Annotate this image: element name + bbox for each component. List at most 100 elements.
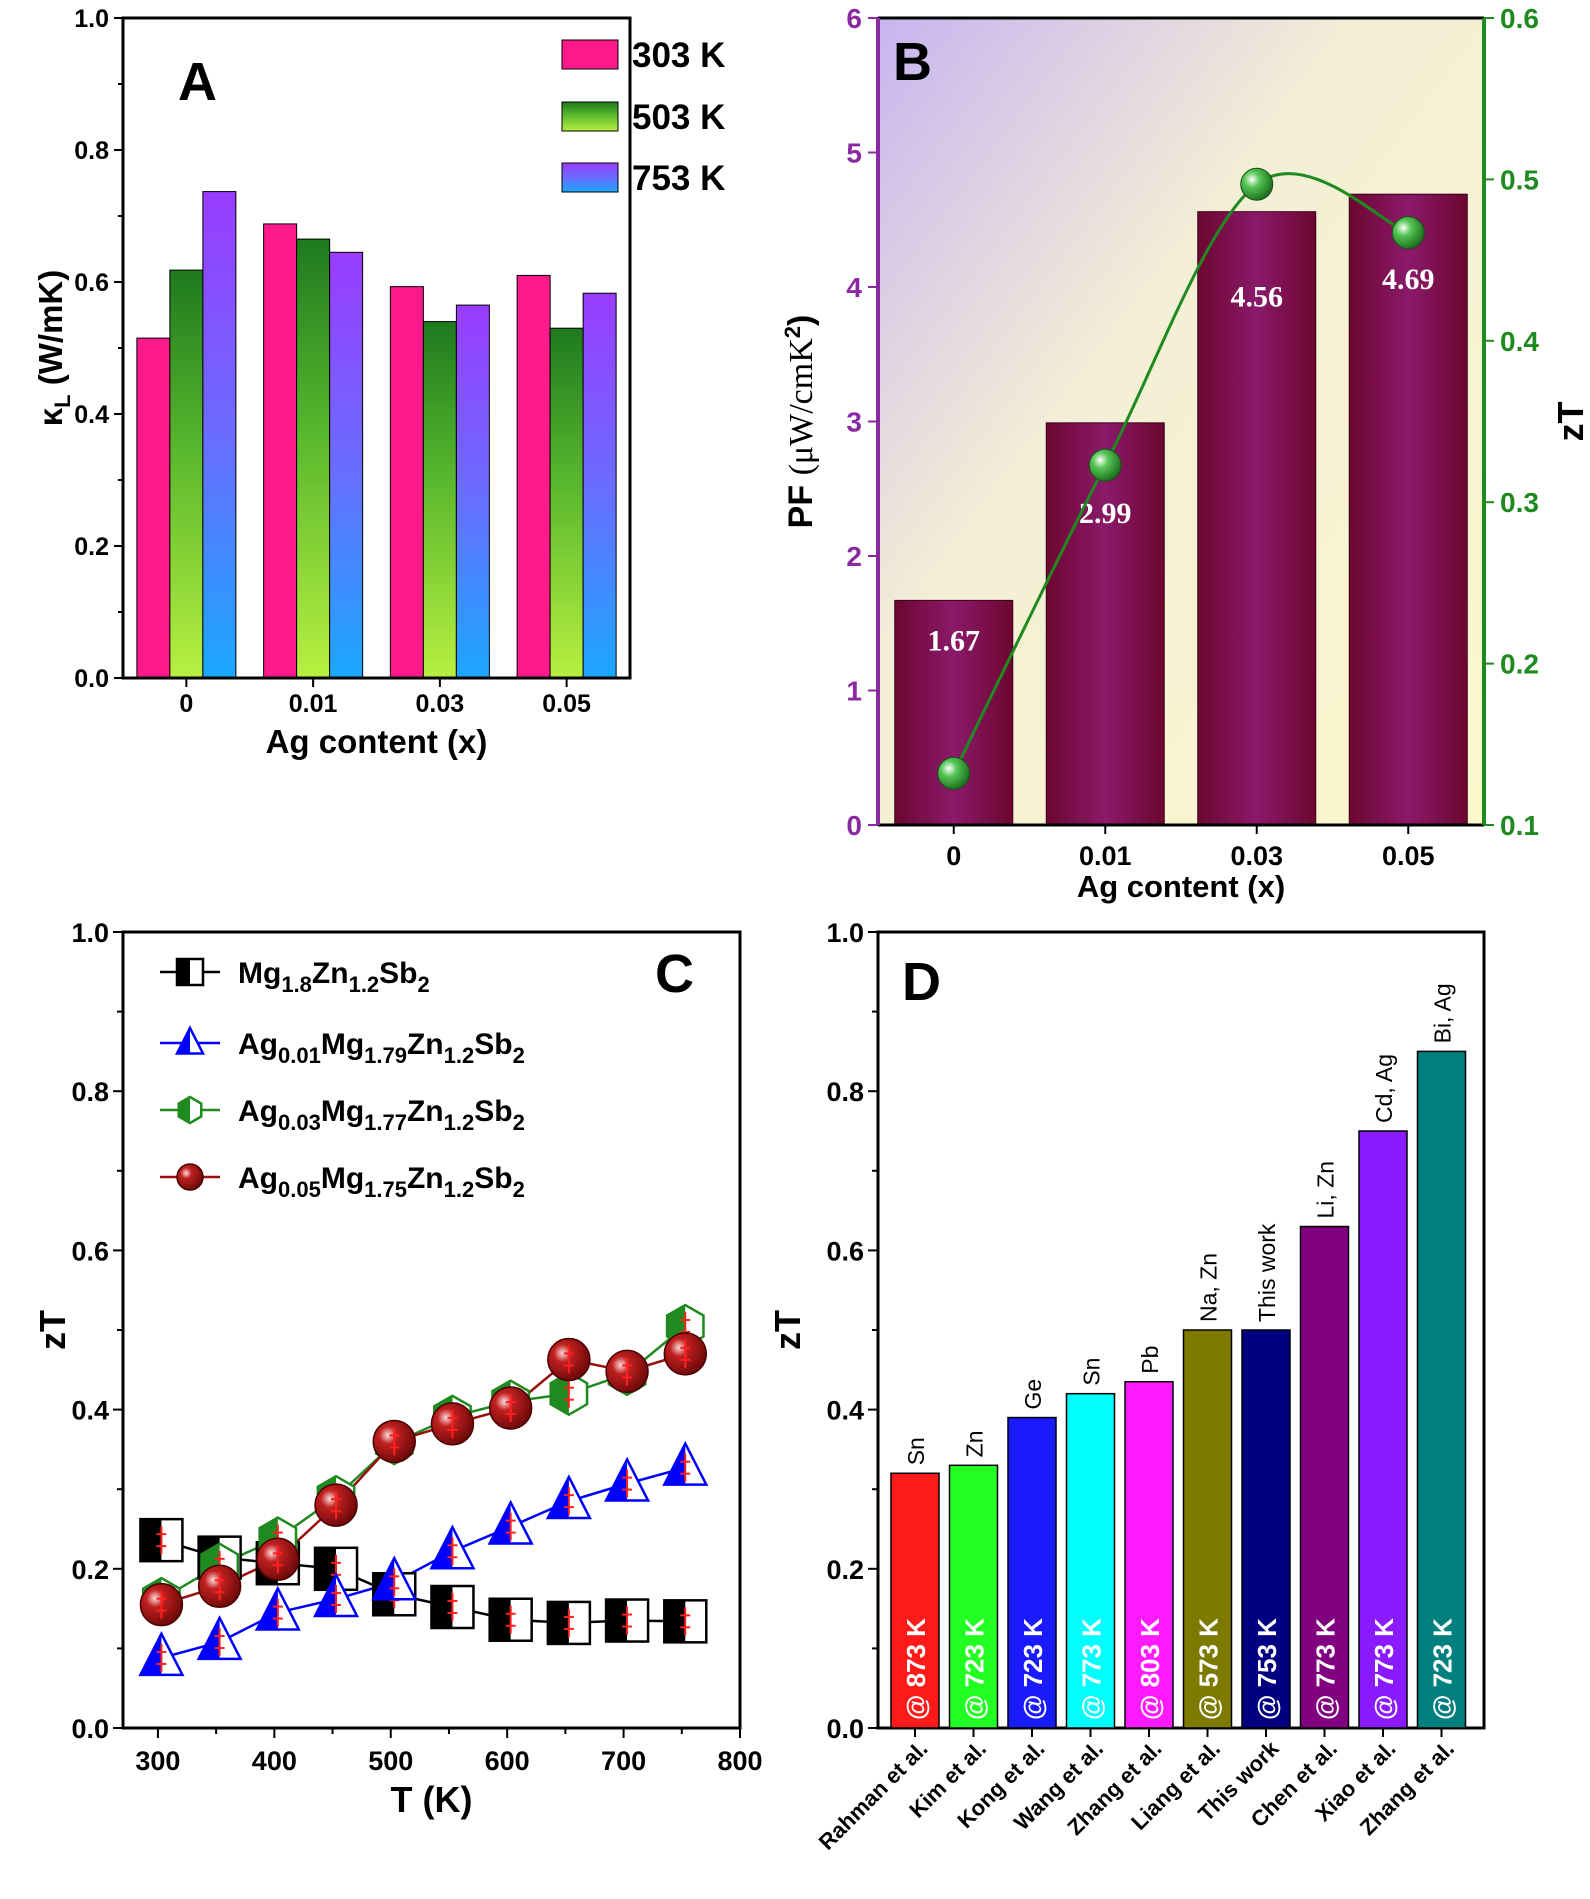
series-point-1-fill bbox=[373, 1558, 395, 1600]
bar-503K-0.03 bbox=[422, 321, 457, 679]
y-tick-label: 0.2 bbox=[74, 533, 109, 561]
legend-label-part: 1.2 bbox=[444, 1110, 475, 1135]
y-left-label-sup: 2 bbox=[780, 326, 805, 338]
legend-label-part: Sb bbox=[474, 1028, 512, 1061]
x-tick-label: 0.05 bbox=[542, 690, 591, 718]
bar-2 bbox=[1007, 1416, 1057, 1729]
y-right-tick-label: 0.2 bbox=[1500, 649, 1539, 680]
series-line-0 bbox=[161, 1538, 686, 1625]
bar-temperature-label: @ 573 K bbox=[1194, 1618, 1224, 1720]
zt-line bbox=[952, 172, 1409, 775]
series-point-2-fill bbox=[550, 1372, 569, 1415]
bar-top-label: Pb bbox=[1137, 1346, 1163, 1374]
y-left-tick-label: 6 bbox=[846, 3, 862, 34]
y-tick-label: 0.4 bbox=[826, 1396, 864, 1426]
zt-point bbox=[1240, 167, 1274, 201]
series-point-0-fill bbox=[315, 1547, 337, 1590]
y-tick-label: 0.6 bbox=[826, 1236, 864, 1266]
bar-top-label: Sn bbox=[1079, 1358, 1105, 1386]
x-tick-label: 0.05 bbox=[1382, 841, 1435, 871]
series-point-0-fill bbox=[547, 1601, 569, 1644]
bar-9 bbox=[1416, 1050, 1467, 1729]
bar-top-label: This work bbox=[1254, 1223, 1280, 1322]
pf-value-label: 1.67 bbox=[928, 624, 981, 657]
x-tick-label: 400 bbox=[252, 1746, 297, 1776]
y-tick-label: 0.8 bbox=[826, 1077, 864, 1107]
bar-top-label: Cd, Ag bbox=[1371, 1054, 1397, 1123]
bar-4 bbox=[1124, 1380, 1174, 1729]
pf-value-label: 4.56 bbox=[1231, 281, 1284, 314]
y-tick-label: 0.0 bbox=[74, 665, 109, 693]
bar-1 bbox=[948, 1464, 999, 1729]
legend-label-part: Zn bbox=[407, 1162, 444, 1195]
bar-303K-0 bbox=[136, 337, 171, 679]
legend-label-part: 0.01 bbox=[278, 1043, 321, 1068]
x-axis-label: Ag content (x) bbox=[266, 723, 488, 760]
legend-label-part: Mg bbox=[321, 1162, 364, 1195]
legend-label-part: Zn bbox=[407, 1095, 444, 1128]
legend-label-part: 1.79 bbox=[364, 1043, 407, 1068]
bar-temperature-label: @ 773 K bbox=[1311, 1618, 1341, 1720]
series-point-1-fill bbox=[606, 1459, 628, 1501]
bar-8 bbox=[1358, 1130, 1408, 1729]
pf-bar-0.05 bbox=[1348, 193, 1468, 826]
pf-bar-0.01 bbox=[1045, 422, 1165, 826]
series-point-1-fill bbox=[256, 1588, 278, 1630]
y-axis-label-sub: L bbox=[50, 394, 75, 407]
y-tick-label: 0.2 bbox=[71, 1555, 109, 1585]
legend-label-part: 2 bbox=[513, 1177, 525, 1202]
legend-swatch-2 bbox=[561, 162, 619, 193]
bar-temperature-label: @ 803 K bbox=[1135, 1618, 1165, 1720]
legend-marker bbox=[176, 1163, 204, 1191]
bar-top-label: Ge bbox=[1020, 1379, 1046, 1410]
bar-753K-0.03 bbox=[455, 304, 490, 679]
series-point-1-fill bbox=[431, 1527, 453, 1569]
pf-value-label: 4.69 bbox=[1382, 263, 1435, 296]
legend-label-part: Ag bbox=[238, 1095, 278, 1128]
bar-top-label: Li, Zn bbox=[1313, 1161, 1339, 1219]
bar-753K-0.05 bbox=[582, 292, 617, 679]
series-point-0-fill bbox=[431, 1586, 453, 1629]
zt-point bbox=[1088, 448, 1122, 482]
y-left-label-close: ) bbox=[782, 315, 820, 326]
legend-label-part: Mg bbox=[321, 1095, 364, 1128]
bar-6 bbox=[1241, 1329, 1291, 1729]
y-tick-label: 1.0 bbox=[74, 5, 109, 33]
y-tick-label: 0.0 bbox=[71, 1714, 109, 1744]
series-point-0-fill bbox=[664, 1600, 686, 1643]
x-tick-label: 0.03 bbox=[1230, 841, 1283, 871]
y-tick-label: 1.0 bbox=[826, 918, 864, 948]
panel-label: C bbox=[655, 944, 694, 1004]
y-left-tick-label: 5 bbox=[846, 138, 862, 169]
pf-bar-0.03 bbox=[1197, 211, 1317, 826]
legend-label: Ag0.01Mg1.79Zn1.2Sb2 bbox=[238, 1028, 525, 1068]
x-tick-label: 600 bbox=[485, 1746, 530, 1776]
panel-c: 300 400 500 600 700 8000.00.20.40.60.81.0Mg1.… bbox=[32, 918, 763, 1820]
bar-temperature-label: @ 723 K bbox=[1428, 1618, 1458, 1720]
legend-label-part: Sb bbox=[474, 1095, 512, 1128]
bar-top-label: Bi, Ag bbox=[1430, 983, 1456, 1043]
x-tick-label: 800 bbox=[717, 1746, 762, 1776]
series-line-1 bbox=[161, 1466, 686, 1660]
y-axis-label: zT bbox=[767, 1310, 808, 1350]
y-axis-label-symbol: κ bbox=[32, 407, 69, 426]
y-left-axis-label: PF (μW/cmK2) bbox=[780, 315, 820, 529]
y-left-tick-label: 2 bbox=[846, 541, 862, 572]
series-point-1-fill bbox=[664, 1443, 686, 1485]
bar-temperature-label: @ 723 K bbox=[960, 1618, 990, 1720]
y-axis-label: zT bbox=[32, 1310, 73, 1350]
legend-marker-fill bbox=[178, 1097, 190, 1123]
bar-0 bbox=[890, 1472, 940, 1729]
y-left-tick-label: 3 bbox=[846, 407, 862, 438]
y-right-tick-label: 0.5 bbox=[1500, 164, 1539, 195]
y-axis-label: κL (W/mK) bbox=[32, 270, 75, 427]
bar-temperature-label: @ 723 K bbox=[1018, 1618, 1048, 1720]
legend-label-part: 2 bbox=[513, 1043, 525, 1068]
legend-label-part: Sb bbox=[379, 957, 417, 990]
series-point-1-fill bbox=[315, 1574, 337, 1616]
y-tick-label: 0.2 bbox=[826, 1555, 864, 1585]
y-tick-label: 0.8 bbox=[71, 1077, 109, 1107]
bar-503K-0 bbox=[169, 269, 204, 679]
